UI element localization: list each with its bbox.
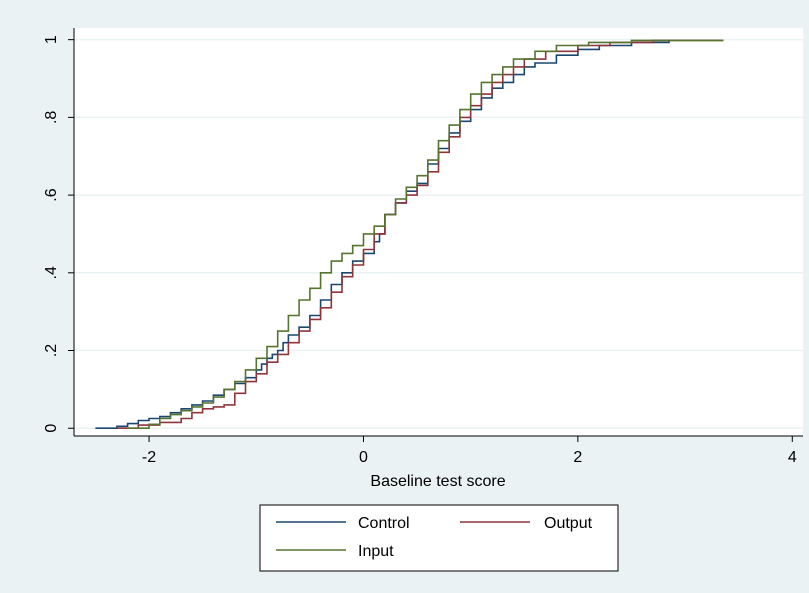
x-axis-title: Baseline test score	[370, 473, 505, 490]
x-tick-label-2: 2	[573, 449, 582, 466]
y-ticks: 0 .2 .4 .6 .8 1	[43, 35, 74, 433]
series-lines	[95, 39, 724, 429]
legend: Control Output Input	[259, 504, 619, 572]
legend-label-control: Control	[358, 515, 410, 532]
legend-label-input: Input	[358, 543, 394, 560]
x-tick-label-3: 4	[788, 449, 797, 466]
y-tick-label-4: .8	[43, 111, 60, 124]
y-tick-label-0: 0	[43, 424, 60, 433]
y-tick-label-2: .4	[43, 266, 60, 279]
legend-label-output: Output	[544, 515, 593, 532]
series-line-input	[127, 39, 724, 429]
x-ticks: -2 0 2 4	[142, 436, 797, 466]
legend-box	[259, 504, 619, 572]
y-tick-label-3: .6	[43, 188, 60, 201]
axes	[73, 28, 803, 437]
series-line-output	[116, 39, 724, 429]
y-tick-label-1: .2	[43, 344, 60, 357]
plot-area	[74, 28, 803, 436]
x-tick-label-0: -2	[142, 449, 156, 466]
x-tick-label-1: 0	[359, 449, 368, 466]
y-tick-label-5: 1	[43, 35, 60, 44]
